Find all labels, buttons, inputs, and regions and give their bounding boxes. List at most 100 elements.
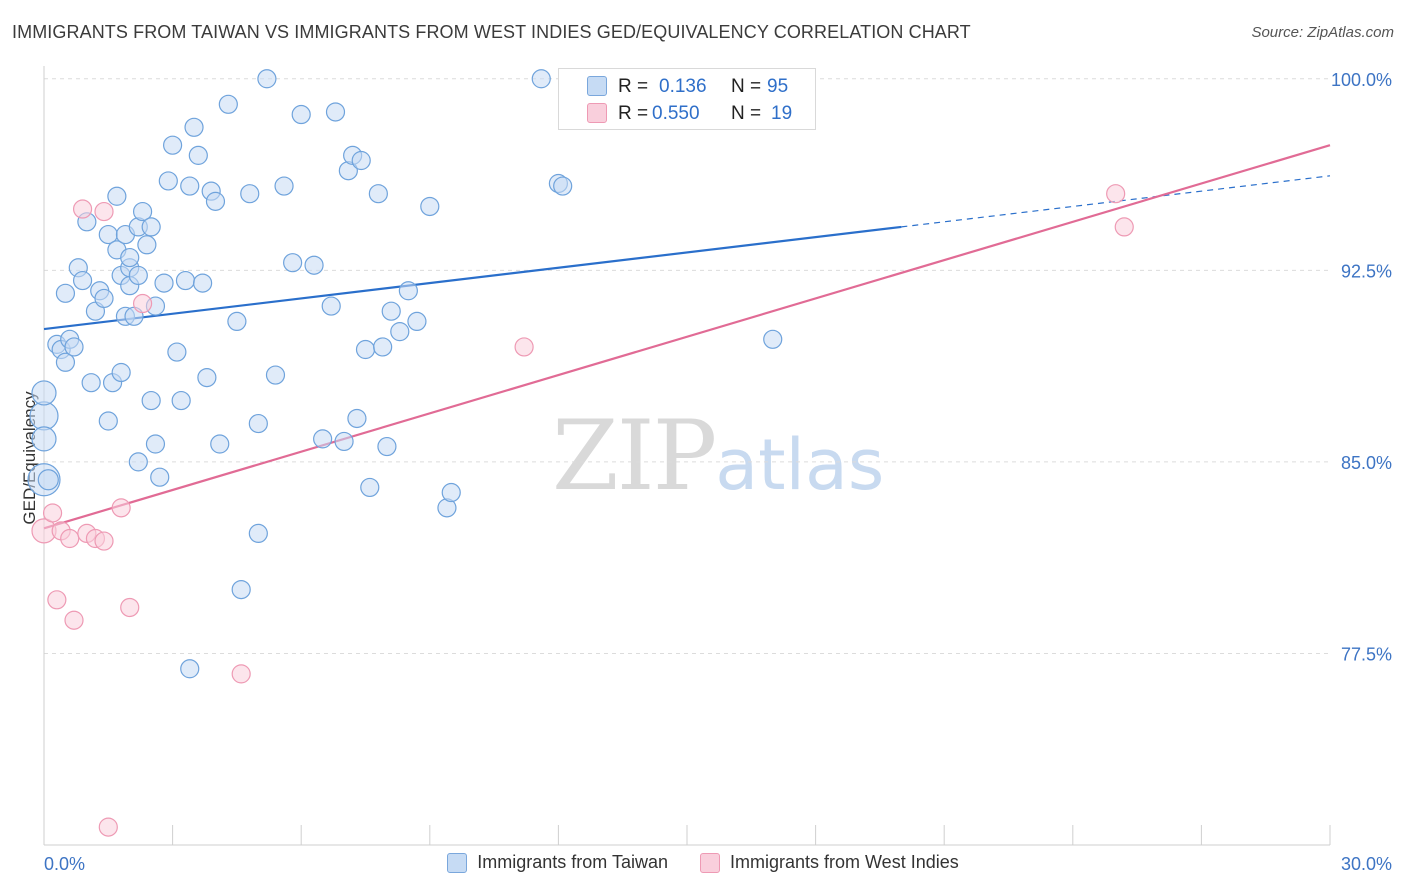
westindies-point-1 — [42, 503, 63, 523]
taiwan-point-60 — [248, 413, 268, 434]
bottom-legend: Immigrants from Taiwan Immigrants from W… — [0, 852, 1406, 873]
taiwan-point-20 — [98, 411, 118, 431]
taiwan-point-70 — [325, 102, 346, 122]
r-value-westindies: 0.550 — [652, 102, 700, 124]
taiwan-point-81 — [381, 301, 401, 321]
watermark: ZIPatlas — [552, 400, 884, 512]
data-points — [27, 69, 1134, 837]
watermark-atlas: atlas — [715, 424, 885, 506]
taiwan-point-37 — [141, 390, 161, 411]
westindies-point-7 — [47, 590, 67, 610]
taiwan-point-82 — [390, 322, 410, 342]
westindies-point-6 — [94, 531, 114, 551]
source-label: Source: ZipAtlas.com — [1251, 24, 1394, 41]
taiwan-point-75 — [351, 150, 371, 171]
taiwan-point-42 — [158, 171, 178, 191]
taiwan-point-10 — [55, 283, 76, 303]
n-value-taiwan: 95 — [767, 75, 789, 97]
watermark-zip: ZIP — [552, 400, 717, 512]
taiwan-point-71 — [334, 431, 354, 452]
taiwan-point-3 — [31, 380, 57, 406]
taiwan-trend-extension — [901, 175, 1331, 228]
y-tick-label-3: 77.5% — [1341, 644, 1392, 664]
taiwan-point-14 — [81, 373, 101, 393]
trend-lines — [43, 144, 1331, 530]
taiwan-point-39 — [128, 452, 148, 472]
taiwan-point-24 — [107, 186, 127, 206]
taiwan-point-55 — [218, 94, 238, 114]
legend-swatch-taiwan — [447, 852, 468, 873]
taiwan-point-43 — [163, 135, 183, 155]
taiwan-point-17 — [94, 288, 114, 309]
taiwan-point-4 — [37, 469, 59, 491]
taiwan-point-88 — [531, 69, 551, 89]
taiwan-point-41 — [154, 273, 174, 293]
legend-item-westindies[interactable]: Immigrants from West Indies — [700, 852, 959, 873]
westindies-point-10 — [94, 201, 114, 222]
y-tick-label-0: 100.0% — [1331, 70, 1392, 90]
taiwan-point-65 — [283, 253, 303, 273]
n-label-taiwan: N = — [731, 75, 762, 97]
taiwan-point-66 — [291, 104, 311, 125]
n-value-westindies: 19 — [771, 102, 793, 124]
taiwan-swatch — [587, 76, 607, 96]
westindies-point-18 — [1114, 217, 1134, 237]
taiwan-point-67 — [304, 255, 324, 275]
taiwan-point-80 — [377, 436, 397, 457]
taiwan-point-7 — [55, 352, 76, 372]
n-label-westindies: N = — [731, 102, 762, 124]
taiwan-point-48 — [184, 117, 204, 137]
y-tick-label-1: 92.5% — [1341, 261, 1392, 281]
y-tick-label-2: 85.0% — [1341, 453, 1392, 473]
taiwan-point-63 — [265, 365, 286, 385]
taiwan-point-69 — [321, 296, 341, 316]
taiwan-point-45 — [171, 390, 191, 411]
legend-label-westindies: Immigrants from West Indies — [730, 852, 959, 872]
taiwan-point-84 — [407, 311, 427, 332]
taiwan-point-76 — [355, 339, 376, 360]
westindies-point-9 — [72, 199, 93, 219]
taiwan-point-79 — [373, 337, 393, 357]
taiwan-point-61 — [248, 523, 268, 544]
taiwan-point-74 — [347, 408, 367, 429]
taiwan-point-77 — [360, 477, 380, 498]
taiwan-point-58 — [180, 659, 200, 679]
taiwan-point-44 — [167, 342, 187, 362]
taiwan-point-62 — [257, 69, 277, 89]
tick-labels: 100.0% 92.5% 85.0% 77.5% 0.0% 30.0% — [44, 70, 1392, 874]
taiwan-point-22 — [111, 362, 131, 383]
legend-label-taiwan: Immigrants from Taiwan — [477, 852, 668, 872]
taiwan-point-2 — [31, 426, 57, 452]
axes — [43, 66, 1331, 846]
legend-item-taiwan[interactable]: Immigrants from Taiwan — [447, 852, 668, 873]
taiwan-point-12 — [72, 270, 93, 291]
westindies-point-15 — [98, 817, 118, 837]
x-tick-label-left: 0.0% — [44, 854, 85, 874]
legend-swatch-westindies — [700, 852, 720, 873]
westindies-point-16 — [514, 337, 534, 357]
taiwan-point-34 — [137, 235, 157, 255]
taiwan-point-50 — [193, 273, 213, 293]
x-tick-label-right: 30.0% — [1341, 854, 1392, 874]
westindies-point-12 — [120, 597, 140, 618]
taiwan-point-9 — [64, 337, 84, 357]
westindies-point-14 — [231, 664, 251, 684]
taiwan-point-91 — [763, 329, 783, 349]
chart-title: IMMIGRANTS FROM TAIWAN VS IMMIGRANTS FRO… — [12, 22, 971, 42]
taiwan-point-32 — [128, 265, 148, 286]
westindies-swatch — [587, 103, 607, 123]
taiwan-point-40 — [150, 467, 170, 487]
gridlines — [44, 78, 1330, 654]
taiwan-point-68 — [313, 429, 333, 449]
taiwan-point-56 — [227, 311, 247, 332]
taiwan-point-78 — [368, 184, 388, 204]
westindies-point-3 — [60, 528, 80, 549]
taiwan-point-46 — [175, 270, 196, 291]
taiwan-point-59 — [240, 184, 260, 204]
r-label-taiwan: R = — [618, 75, 649, 97]
taiwan-point-49 — [188, 145, 208, 165]
taiwan-point-53 — [205, 191, 226, 211]
stats-legend: R = 0.136 N = 95 R = 0.550 N = 19 — [558, 68, 816, 130]
westindies-point-13 — [132, 293, 153, 314]
